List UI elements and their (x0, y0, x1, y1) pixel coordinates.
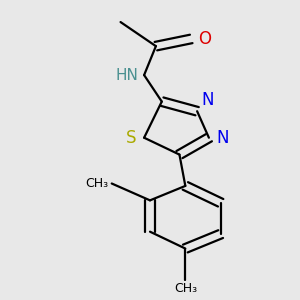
Text: CH₃: CH₃ (174, 282, 197, 295)
Text: S: S (126, 129, 137, 147)
Text: N: N (202, 91, 214, 109)
Text: CH₃: CH₃ (86, 177, 109, 190)
Text: HN: HN (115, 68, 138, 82)
Text: N: N (216, 129, 229, 147)
Text: O: O (199, 30, 212, 48)
